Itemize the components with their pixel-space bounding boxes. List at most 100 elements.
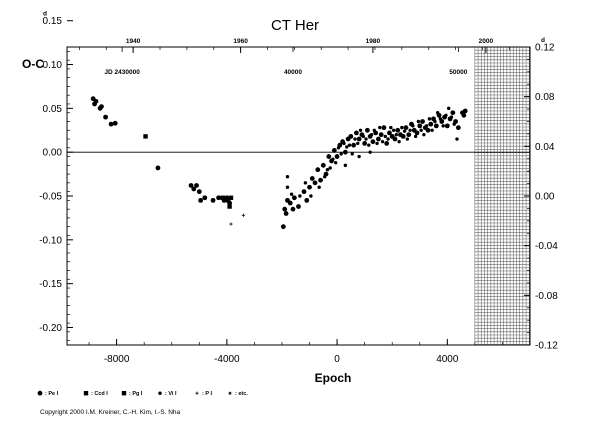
legend-marker-circle-large xyxy=(37,390,43,396)
data-point-circle-large xyxy=(455,125,461,131)
data-point-circle-large xyxy=(400,134,406,139)
data-point-circle-large xyxy=(320,162,326,168)
left-tick-label: -0.10 xyxy=(39,235,62,246)
data-point-circle-small xyxy=(345,145,349,149)
data-point-circle-small xyxy=(361,134,365,139)
top-year-label: 2000 xyxy=(479,38,494,45)
data-point-circle-small xyxy=(303,181,308,185)
data-point-circle-small xyxy=(285,185,290,189)
data-point-circle-small xyxy=(322,175,327,179)
data-point-circle-small xyxy=(411,124,415,128)
data-point-circle-small xyxy=(449,115,454,119)
top-year-label: 1980 xyxy=(366,38,381,45)
x-axis-label: Epoch xyxy=(315,371,352,385)
data-point-circle-small xyxy=(368,150,372,154)
data-point-circle-small xyxy=(438,117,443,121)
data-point-circle-small xyxy=(427,117,432,121)
data-point-circle-small xyxy=(372,128,376,132)
data-point-circle-large xyxy=(381,125,387,131)
data-point-square xyxy=(226,198,231,203)
data-point-circle-large xyxy=(395,127,401,133)
data-point-circle-small xyxy=(357,154,361,159)
data-point-circle-small xyxy=(298,194,302,198)
data-point-circle-small xyxy=(408,128,412,132)
data-point-plus xyxy=(229,222,233,226)
legend-marker-square xyxy=(83,391,89,396)
data-point-circle-large xyxy=(198,197,204,203)
legend-marker-plus xyxy=(195,391,199,395)
left-tick-label: -0.20 xyxy=(39,323,62,334)
data-point-circle-small xyxy=(441,124,445,128)
left-tick-label: 0.00 xyxy=(43,148,63,159)
bottom-tick-label: 0 xyxy=(334,354,340,365)
data-point-circle-small xyxy=(380,139,385,144)
data-point-circle-large xyxy=(290,206,296,212)
bottom-tick-label: 4000 xyxy=(436,354,459,365)
left-tick-label: -0.15 xyxy=(39,279,62,290)
data-point-circle-small xyxy=(430,128,434,132)
right-tick-label: -0.12 xyxy=(535,341,558,352)
data-point-circle-large xyxy=(362,141,368,146)
data-point-circle-large xyxy=(348,134,354,139)
legend-label: : Vi I xyxy=(165,391,177,397)
data-point-circle-large xyxy=(99,104,104,109)
data-point-circle-small xyxy=(389,125,393,130)
data-point-circle-large xyxy=(307,184,312,190)
data-point-circle-small xyxy=(343,163,348,168)
data-point-circle-large xyxy=(392,136,398,142)
data-point-circle-large xyxy=(462,108,468,114)
data-point-circle-small xyxy=(402,129,407,133)
data-point-circle-small xyxy=(455,137,459,141)
data-point-circle-large xyxy=(420,119,425,124)
left-tick-label: -0.05 xyxy=(39,192,62,203)
data-point-square xyxy=(220,195,225,200)
data-point-circle-small xyxy=(369,132,374,137)
data-point-circle-large xyxy=(406,132,412,138)
legend-label: : Ccd I xyxy=(91,391,108,397)
data-point-circle-small xyxy=(391,128,396,132)
data-point-circle-small xyxy=(342,141,346,146)
data-point-circle-large xyxy=(280,224,286,230)
chart-title: CT Her xyxy=(271,17,319,34)
data-point-circle-small xyxy=(405,137,410,141)
data-point-circle-large xyxy=(353,130,359,136)
data-point-circle-large xyxy=(282,206,288,212)
data-point-circle-small xyxy=(433,119,437,124)
data-point-circle-large xyxy=(356,136,362,142)
data-point-circle-small xyxy=(358,128,363,132)
legend-label: : Pe I xyxy=(45,391,59,397)
future-grid-region xyxy=(474,46,530,345)
data-point-circle-small xyxy=(334,160,338,165)
data-point-circle-large xyxy=(342,149,348,155)
data-point-circle-small xyxy=(356,141,360,146)
data-point-circle-large xyxy=(315,167,321,173)
data-point-circle-large xyxy=(309,176,315,181)
data-point-circle-large xyxy=(378,132,384,138)
data-point-circle-small xyxy=(331,157,335,161)
data-point-circle-small xyxy=(350,152,354,156)
copyright-note: Copyright 2000 I.M. Kreiner, C.-H. Kim, … xyxy=(40,409,181,416)
data-point-circle-small xyxy=(419,128,423,132)
data-point-circle-small xyxy=(400,125,404,130)
axis-ticks: 0.15d0.100.050.00-0.05-0.10-0.15-0.200.1… xyxy=(39,11,558,365)
data-point-circle-large xyxy=(334,154,340,159)
data-point-circle-large xyxy=(291,195,297,201)
data-point-circle-small xyxy=(336,146,341,150)
legend-marker-circle-small xyxy=(158,391,162,395)
data-point-circle-large xyxy=(301,189,307,195)
data-point-circle-large xyxy=(461,112,467,118)
data-point-circle-large xyxy=(444,123,450,129)
data-point-circle-large xyxy=(194,183,199,188)
data-point-circle-small xyxy=(309,194,313,198)
data-point-circle-large xyxy=(188,183,194,188)
data-point-square xyxy=(143,134,148,139)
data-point-circle-large xyxy=(108,121,114,127)
data-point-circle-large xyxy=(351,142,357,148)
right-tick-label: -0.08 xyxy=(535,291,558,302)
data-point-circle-small xyxy=(413,134,418,139)
data-point-circle-large xyxy=(210,197,216,203)
data-point-circle-small xyxy=(444,113,448,118)
data-point-circle-small xyxy=(452,122,456,126)
data-point-circle-large xyxy=(417,123,423,129)
top-year-label: 1960 xyxy=(233,38,248,45)
